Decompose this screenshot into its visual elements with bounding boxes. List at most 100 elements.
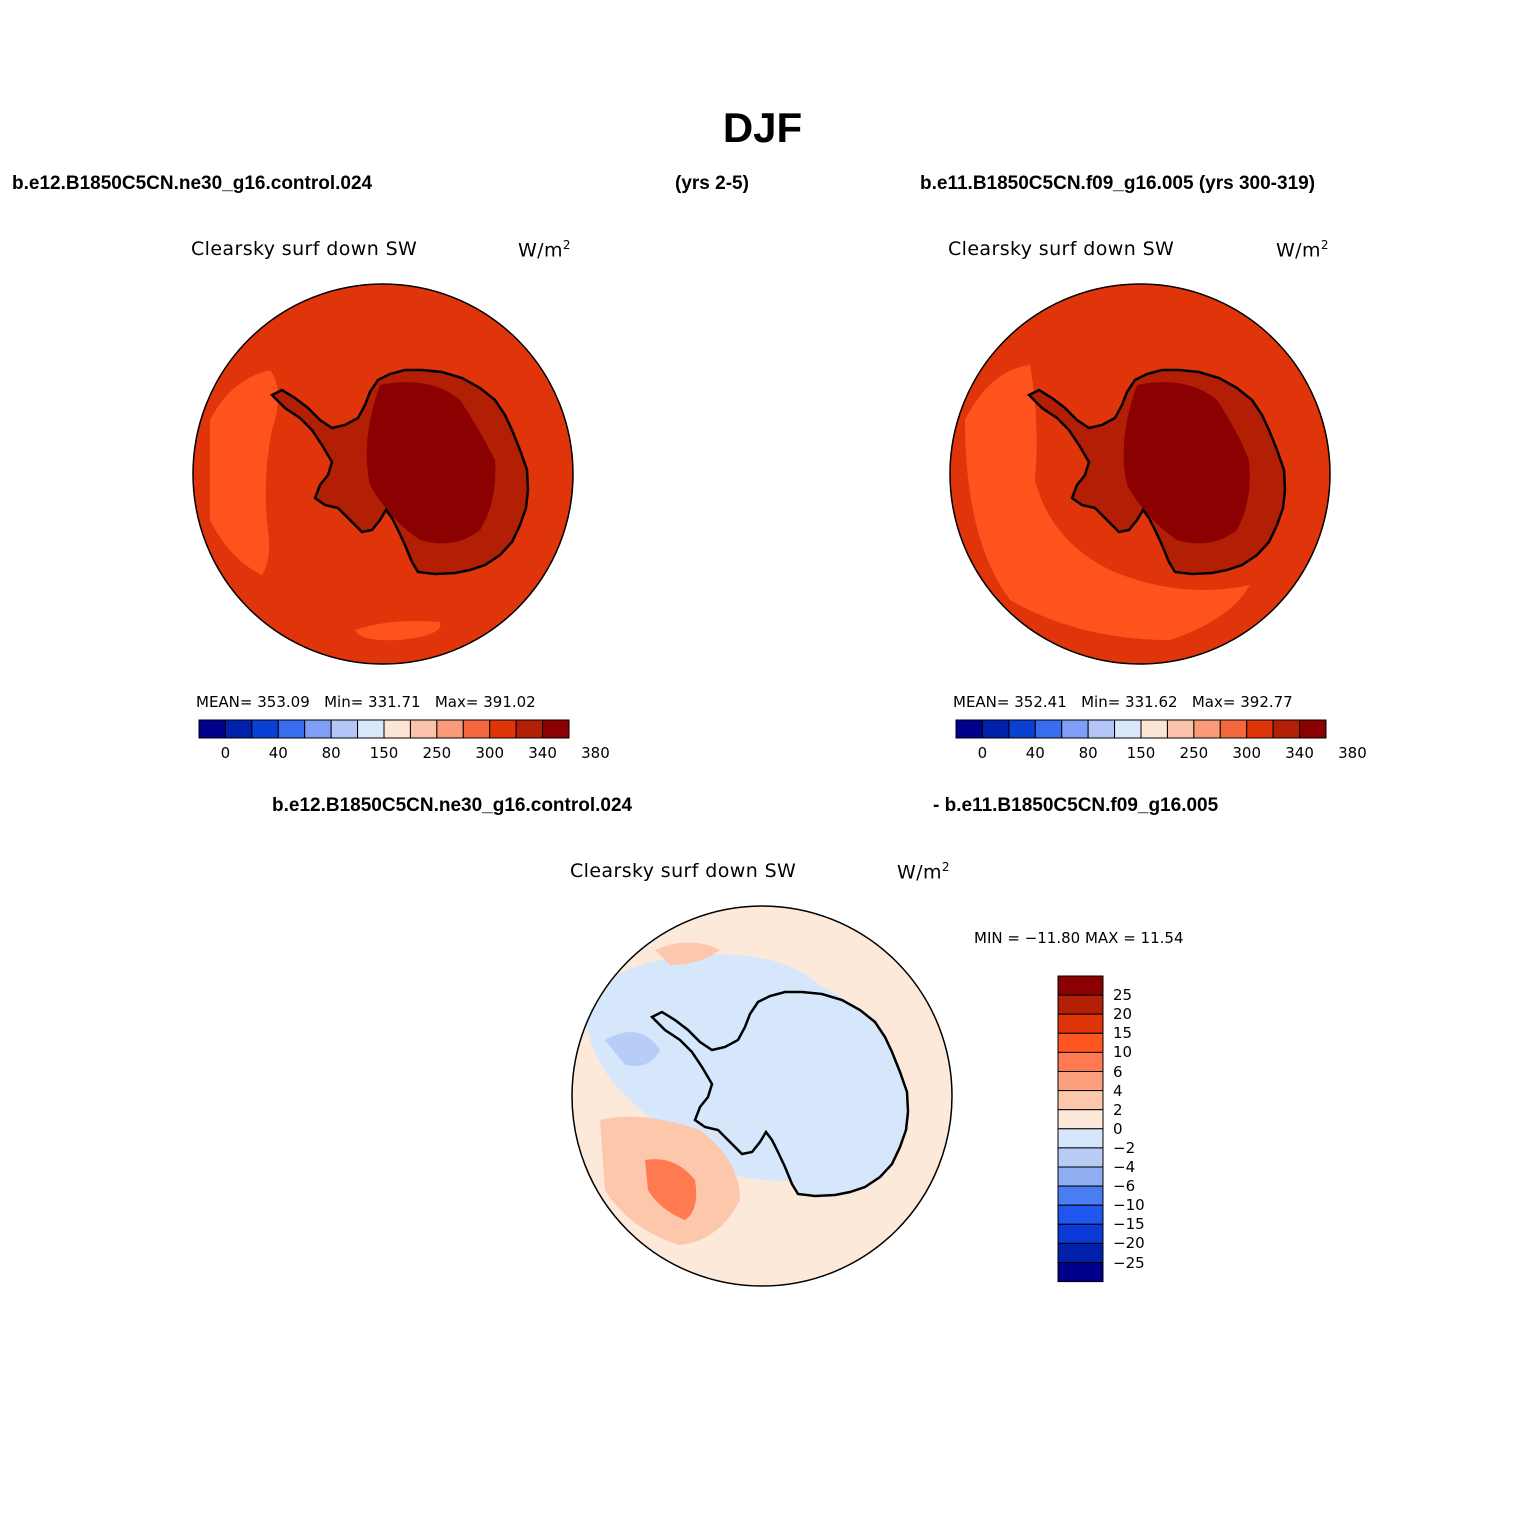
left-colorbar-swatch xyxy=(357,719,385,739)
left-low-region-west xyxy=(210,370,279,575)
left-colorbar-swatch xyxy=(251,719,279,739)
diff-colorbar-swatch xyxy=(1057,1185,1104,1206)
left-colorbar-tick-label: 340 xyxy=(528,744,557,762)
diff-colorbar-swatch xyxy=(1057,1223,1104,1244)
right-colorbar-swatch xyxy=(1272,719,1301,739)
left-colorbar-swatch xyxy=(224,719,253,739)
right-colorbar-swatch xyxy=(1061,719,1089,739)
figure-title: DJF xyxy=(722,104,803,151)
diff-colorbar-swatch xyxy=(1057,1147,1104,1168)
left-interior-max xyxy=(366,382,496,544)
years-header: (yrs 2-5) xyxy=(675,173,749,194)
diff-positive-strong-southwest xyxy=(645,1159,697,1220)
diff-colorbar-tick-label: −4 xyxy=(1113,1158,1136,1176)
right-map xyxy=(950,284,1330,664)
left-colorbar-tick-label: 40 xyxy=(268,744,288,762)
diff-panel-minmax: MIN = −11.80 MAX = 11.54 xyxy=(974,929,1184,947)
diff-right-header: - b.e11.B1850C5CN.f09_g16.005 xyxy=(933,795,1219,816)
diff-colorbar-swatch xyxy=(1057,1071,1104,1092)
right-panel-stats: MEAN= 352.41 Min= 331.62 Max= 392.77 xyxy=(953,693,1293,711)
right-colorbar-swatch xyxy=(1166,719,1195,739)
left-colorbar-tick-label: 150 xyxy=(369,744,399,762)
diff-map xyxy=(572,906,952,1286)
left-colorbar-swatch xyxy=(409,719,438,739)
left-colorbar-tick-label: 80 xyxy=(321,744,341,762)
right-colorbar-tick-label: 0 xyxy=(977,744,988,762)
diff-colorbar-swatch xyxy=(1057,1128,1104,1149)
right-colorbar-tick-label: 150 xyxy=(1126,744,1156,762)
right-colorbar xyxy=(955,719,1327,739)
diff-colorbar-tick-label: −2 xyxy=(1113,1138,1136,1157)
diff-panel-variable: Clearsky surf down SW xyxy=(570,860,797,882)
diff-colorbar-tick-label: 0 xyxy=(1113,1119,1123,1138)
diff-colorbar-swatch xyxy=(1057,1051,1104,1073)
right-panel-variable: Clearsky surf down SW xyxy=(948,238,1175,260)
left-panel-stats: MEAN= 353.09 Min= 331.71 Max= 391.02 xyxy=(196,693,536,711)
diff-colorbar-tick-label: 2 xyxy=(1113,1100,1123,1119)
diff-left-header: b.e12.B1850C5CN.ne30_g16.control.024 xyxy=(272,795,633,816)
right-colorbar-swatch xyxy=(1008,719,1036,739)
left-colorbar-swatch xyxy=(304,719,332,739)
right-colorbar-swatch xyxy=(1114,719,1142,739)
right-colorbar-swatch xyxy=(1140,719,1168,739)
left-colorbar-swatch xyxy=(542,719,570,739)
right-colorbar-swatch xyxy=(1246,719,1274,739)
right-colorbar-swatch xyxy=(1219,719,1248,739)
left-colorbar-swatch xyxy=(489,719,517,739)
right-low-region xyxy=(965,365,1250,640)
right-colorbar-tick-label: 40 xyxy=(1025,744,1045,762)
right-case-header: b.e11.B1850C5CN.f09_g16.005 (yrs 300-319… xyxy=(920,173,1316,194)
diff-colorbar-swatch xyxy=(1057,1204,1104,1225)
diff-colorbar xyxy=(1057,975,1104,1283)
right-colorbar-tick-label: 300 xyxy=(1232,744,1262,762)
diff-colorbar-tick-label: −15 xyxy=(1113,1215,1145,1234)
right-colorbar-swatch xyxy=(1034,719,1063,739)
left-colorbar-tick-label: 250 xyxy=(422,744,452,762)
right-colorbar-swatch xyxy=(1193,719,1221,739)
diff-positive-mid-north xyxy=(655,942,720,965)
right-colorbar-tick-label: 250 xyxy=(1179,744,1209,762)
diff-colorbar-swatch xyxy=(1057,994,1104,1015)
left-colorbar-swatch xyxy=(383,719,411,739)
diff-colorbar-swatch xyxy=(1057,1032,1104,1053)
right-colorbar-swatch xyxy=(1087,719,1116,739)
diff-colorbar-tick-label: −6 xyxy=(1113,1177,1136,1196)
right-colorbar-swatch xyxy=(955,719,983,739)
left-panel-units: W/m2 xyxy=(518,238,571,262)
right-colorbar-swatch xyxy=(981,719,1010,739)
diff-colorbar-swatch xyxy=(1057,1262,1104,1283)
left-colorbar-swatch xyxy=(198,719,226,739)
diff-colorbar-tick-label: 15 xyxy=(1113,1024,1133,1043)
left-colorbar xyxy=(198,719,570,739)
diff-colorbar-tick-label: 6 xyxy=(1113,1062,1123,1081)
right-colorbar-tick-label: 380 xyxy=(1338,744,1367,762)
left-colorbar-tick-label: 300 xyxy=(475,744,505,762)
diff-colorbar-tick-label: −20 xyxy=(1113,1234,1145,1253)
diff-colorbar-swatch xyxy=(1057,1166,1104,1187)
diff-colorbar-swatch xyxy=(1057,1109,1104,1130)
diff-colorbar-tick-label: 25 xyxy=(1113,986,1133,1005)
left-case-header: b.e12.B1850C5CN.ne30_g16.control.024 xyxy=(12,173,373,194)
right-colorbar-tick-label: 340 xyxy=(1285,744,1314,762)
left-colorbar-swatch xyxy=(462,719,491,739)
left-colorbar-swatch xyxy=(515,719,544,739)
diff-colorbar-tick-label: −10 xyxy=(1113,1196,1145,1215)
left-map-border xyxy=(192,283,574,665)
diff-map-border xyxy=(571,905,953,1287)
left-low-region-south xyxy=(355,621,441,641)
diff-colorbar-swatch xyxy=(1057,1090,1104,1111)
right-colorbar-tick-label: 80 xyxy=(1078,744,1098,762)
diff-negative-strong-west xyxy=(605,1032,660,1066)
diff-colorbar-tick-label: −25 xyxy=(1113,1253,1145,1272)
right-interior-max xyxy=(1123,382,1250,544)
diff-colorbar-tick-label: 20 xyxy=(1113,1005,1133,1024)
left-map xyxy=(193,284,573,664)
diff-colorbar-swatch xyxy=(1057,975,1104,996)
right-panel-units: W/m2 xyxy=(1276,238,1329,262)
right-map-border xyxy=(949,283,1331,665)
left-colorbar-swatch xyxy=(330,719,359,739)
right-colorbar-swatch xyxy=(1299,719,1327,739)
diff-colorbar-tick-label: 4 xyxy=(1113,1081,1123,1100)
left-colorbar-swatch xyxy=(436,719,464,739)
